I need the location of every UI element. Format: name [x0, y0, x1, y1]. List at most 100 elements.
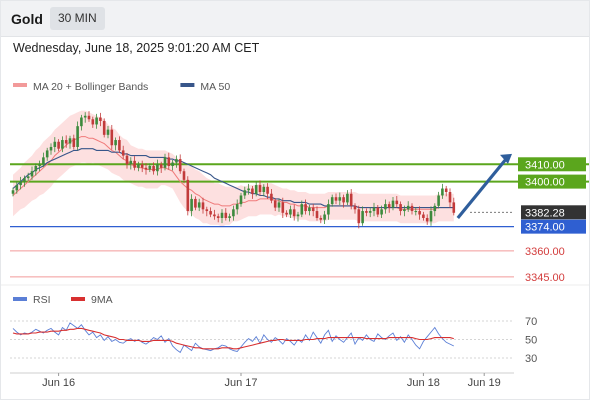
- candle-body: [156, 164, 159, 172]
- candle-body: [254, 185, 258, 194]
- rsi-tick-70: 70: [525, 316, 537, 328]
- candle-body: [399, 204, 402, 212]
- candle-body: [186, 179, 190, 212]
- price-tag-3374.00: [521, 219, 586, 234]
- price-label-3382.28: 3382.28: [525, 207, 565, 219]
- candle-body: [330, 197, 334, 205]
- legend-swatch-rsi: [13, 297, 27, 301]
- candle-body: [266, 186, 269, 194]
- candle-body: [285, 212, 288, 215]
- candle-body: [38, 164, 41, 167]
- legend-label-9ma: 9MA: [91, 294, 113, 306]
- candle-body: [270, 193, 273, 201]
- candle-body: [205, 209, 209, 212]
- candle-body: [277, 202, 281, 208]
- candle-body: [414, 211, 418, 213]
- candle-body: [197, 202, 201, 208]
- candle-body: [441, 188, 444, 196]
- timeframe-button[interactable]: 30 MIN: [50, 7, 105, 30]
- candle-body: [346, 193, 349, 203]
- price-label-3374.00: 3374.00: [525, 222, 565, 234]
- candle-body: [30, 171, 34, 177]
- candle-body: [110, 129, 114, 146]
- price-tag-3400.00: [518, 174, 586, 189]
- candle-body: [327, 204, 330, 215]
- forecast-arrow-head: [500, 153, 512, 164]
- candle-body: [311, 207, 315, 212]
- candle-body: [323, 214, 326, 220]
- candle-body: [342, 197, 345, 203]
- candle-body: [247, 188, 250, 191]
- candle-body: [53, 141, 57, 147]
- candle-body: [76, 126, 79, 147]
- candle-body: [235, 204, 239, 210]
- candle-body: [201, 202, 205, 210]
- legend-label-rsi: RSI: [33, 294, 51, 306]
- candle-body: [365, 211, 368, 213]
- candle-body: [144, 167, 148, 170]
- candle-body: [80, 117, 83, 127]
- price-label-3410.00: 3410.00: [525, 159, 565, 171]
- candle-body: [61, 140, 64, 149]
- candle-body: [121, 150, 125, 156]
- candle-body: [281, 202, 285, 213]
- rsi-tick-30: 30: [525, 353, 537, 365]
- candle-body: [11, 190, 15, 194]
- time-label-Jun 19: Jun 19: [468, 377, 501, 389]
- candle-body: [418, 211, 421, 215]
- candle-body: [308, 207, 311, 212]
- candle-body: [380, 209, 383, 215]
- candle-body: [106, 129, 110, 135]
- candle-body: [228, 216, 231, 218]
- candle-body: [353, 205, 357, 210]
- candle-body: [49, 146, 53, 151]
- candle-body: [300, 204, 304, 215]
- candle-body: [15, 185, 19, 191]
- legend-label-ma50: MA 50: [200, 81, 230, 93]
- candle-body: [182, 171, 186, 180]
- candle-body: [163, 157, 167, 168]
- candle-body: [23, 178, 26, 182]
- symbol-title: Gold: [11, 11, 43, 27]
- time-label-Jun 18: Jun 18: [407, 377, 440, 389]
- legend-swatch-9ma: [71, 297, 85, 301]
- candle-body: [194, 198, 197, 208]
- candle-body: [220, 212, 224, 218]
- candle-body: [99, 117, 102, 121]
- candle-body: [372, 207, 376, 212]
- candle-body: [425, 217, 429, 222]
- legend-swatch-ma20: [13, 83, 27, 87]
- rsi-tick-50: 50: [525, 335, 537, 347]
- candle-body: [452, 202, 456, 213]
- candle-body: [319, 217, 323, 220]
- legend-swatch-ma50: [180, 83, 195, 87]
- candle-body: [140, 164, 144, 168]
- forecast-arrow: [456, 156, 509, 219]
- candle-body: [190, 198, 193, 212]
- candle-body: [338, 197, 342, 201]
- candle-body: [357, 209, 361, 224]
- candle-body: [251, 188, 254, 194]
- candle-body: [159, 164, 163, 168]
- candle-body: [209, 211, 212, 215]
- price-label-3345.00: 3345.00: [525, 272, 565, 284]
- candle-body: [34, 166, 38, 172]
- candle-body: [403, 209, 406, 212]
- candle-body: [361, 211, 364, 224]
- candle-body: [213, 214, 216, 217]
- candle-body: [232, 209, 235, 217]
- candle-body: [368, 211, 372, 213]
- candle-body: [349, 193, 353, 206]
- candle-body: [243, 190, 247, 196]
- candle-body: [315, 211, 319, 218]
- timestamp: Wednesday, June 18, 2025 9:01:20 AM CET: [13, 41, 260, 55]
- candle-body: [387, 204, 391, 208]
- candle-body: [129, 160, 133, 165]
- candle-body: [422, 214, 425, 218]
- candle-body: [148, 166, 152, 170]
- candle-body: [292, 209, 296, 217]
- candle-body: [448, 192, 452, 203]
- candle-body: [289, 209, 292, 215]
- candle-body: [216, 216, 220, 218]
